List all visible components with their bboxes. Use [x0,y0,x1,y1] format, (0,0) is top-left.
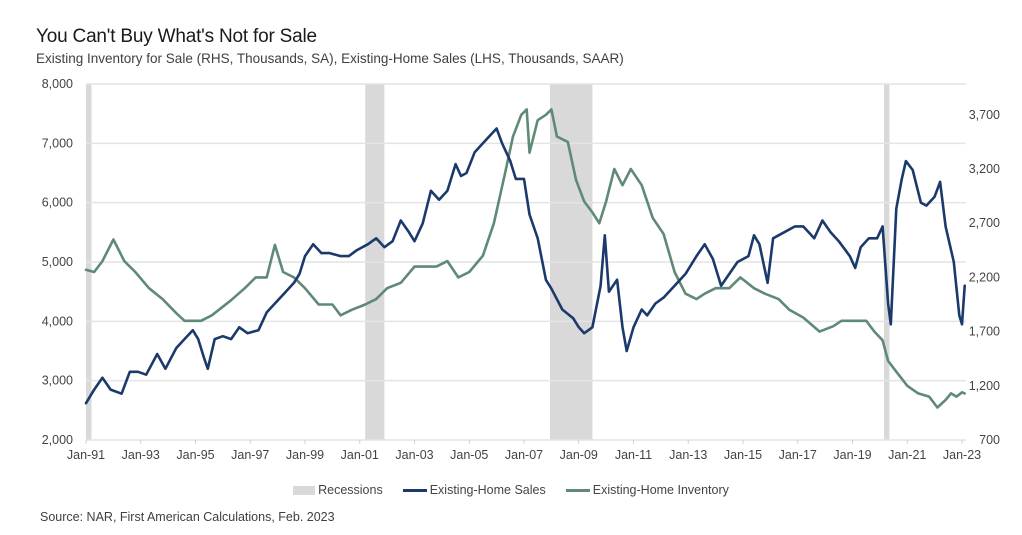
legend-label-inventory: Existing-Home Inventory [592,483,729,497]
x-axis-tick-label: Jan-95 [176,448,214,462]
legend-swatch-inventory [565,488,590,492]
x-axis-tick-label: Jan-21 [888,448,926,462]
x-axis-tick-label: Jan-91 [67,448,105,462]
legend-item-sales: Existing-Home Sales [402,483,546,497]
x-axis-tick-label: Jan-05 [450,448,488,462]
x-axis-tick-label: Jan-09 [560,448,598,462]
series-line-existing-home-sales [84,127,966,405]
right-axis-tick-label: 2,700 [969,216,1000,230]
x-axis-tick-label: Jan-19 [833,448,871,462]
right-axis-tick-label: 3,200 [969,162,1000,176]
left-axis-tick-label: 4,000 [42,314,73,328]
source-note: Source: NAR, First American Calculations… [40,510,335,524]
legend-item-inventory: Existing-Home Inventory [565,483,729,497]
x-axis-tick-label: Jan-99 [286,448,324,462]
x-axis-tick-label: Jan-97 [231,448,269,462]
x-axis-tick-label: Jan-23 [943,448,981,462]
x-axis-tick-label: Jan-15 [724,448,762,462]
right-axis-tick-label: 700 [979,433,1000,447]
x-axis-tick-label: Jan-11 [615,448,652,462]
right-axis-tick-label: 2,200 [969,270,1000,284]
left-axis-tick-label: 5,000 [42,255,73,269]
left-axis: 2,000 3,000 4,000 5,000 6,000 7,000 8,000 [42,77,73,447]
chart-subtitle: Existing Inventory for Sale (RHS, Thousa… [36,51,624,66]
left-axis-tick-label: 3,000 [42,374,73,388]
legend-swatch-recessions [293,485,316,495]
right-axis: 700 1,200 1,700 2,200 2,700 3,200 3,700 [969,108,1000,447]
x-axis-tick-label: Jan-93 [122,448,160,462]
legend-item-recessions: Recessions [293,483,383,497]
x-axis: Jan-91 Jan-93 Jan-95 Jan-97 Jan-99 Jan-01 Jan-… [67,440,981,462]
chart-title: You Can't Buy What's Not for Sale [36,26,317,47]
left-axis-tick-label: 6,000 [42,196,73,210]
legend-label-sales: Existing-Home Sales [429,483,546,497]
legend: Recessions Existing-Home Sales Existing-… [0,483,1022,497]
right-axis-tick-label: 3,700 [969,108,1000,122]
gridlines [86,83,966,441]
x-axis-tick-label: Jan-01 [341,448,379,462]
x-axis-tick-label: Jan-17 [779,448,817,462]
left-axis-tick-label: 8,000 [42,77,73,91]
right-axis-tick-label: 1,200 [969,379,1000,393]
x-axis-tick-label: Jan-13 [669,448,707,462]
left-axis-tick-label: 7,000 [42,136,73,150]
legend-label-recessions: Recessions [318,483,383,497]
series-lines [84,108,966,409]
series-line-existing-home-inventory [84,108,966,409]
right-axis-tick-label: 1,700 [969,325,1000,339]
x-axis-tick-label: Jan-07 [505,448,543,462]
legend-swatch-sales [402,488,427,492]
left-axis-tick-label: 2,000 [42,433,73,447]
x-axis-tick-label: Jan-03 [395,448,433,462]
